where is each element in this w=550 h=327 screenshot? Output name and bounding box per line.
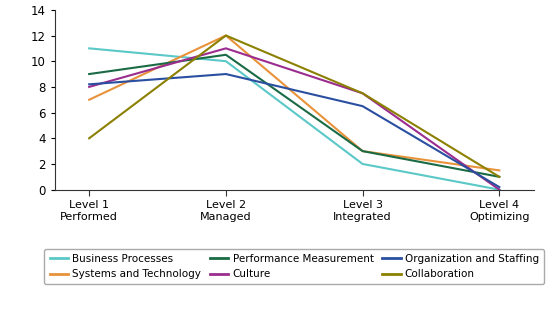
Line: Business Processes: Business Processes xyxy=(89,48,499,190)
Business Processes xyxy=(86,46,92,50)
Organization and Staffing xyxy=(496,185,503,189)
Collaboration xyxy=(496,175,503,179)
Collaboration xyxy=(359,91,366,95)
Business Processes xyxy=(496,188,503,192)
Systems and Technology xyxy=(86,98,92,102)
Systems and Technology xyxy=(223,34,229,38)
Performance Measurement xyxy=(223,53,229,57)
Business Processes xyxy=(359,162,366,166)
Line: Performance Measurement: Performance Measurement xyxy=(89,55,499,177)
Organization and Staffing xyxy=(359,104,366,108)
Culture xyxy=(86,85,92,89)
Culture xyxy=(496,188,503,192)
Business Processes xyxy=(223,59,229,63)
Systems and Technology xyxy=(359,149,366,153)
Performance Measurement xyxy=(86,72,92,76)
Collaboration xyxy=(86,136,92,140)
Legend: Business Processes, Systems and Technology, Performance Measurement, Culture, Or: Business Processes, Systems and Technolo… xyxy=(45,249,544,284)
Line: Organization and Staffing: Organization and Staffing xyxy=(89,74,499,187)
Organization and Staffing xyxy=(223,72,229,76)
Collaboration xyxy=(223,34,229,38)
Culture xyxy=(223,46,229,50)
Line: Collaboration: Collaboration xyxy=(89,36,499,177)
Performance Measurement xyxy=(496,175,503,179)
Performance Measurement xyxy=(359,149,366,153)
Line: Culture: Culture xyxy=(89,48,499,190)
Systems and Technology xyxy=(496,168,503,172)
Culture xyxy=(359,91,366,95)
Line: Systems and Technology: Systems and Technology xyxy=(89,36,499,170)
Organization and Staffing xyxy=(86,82,92,86)
